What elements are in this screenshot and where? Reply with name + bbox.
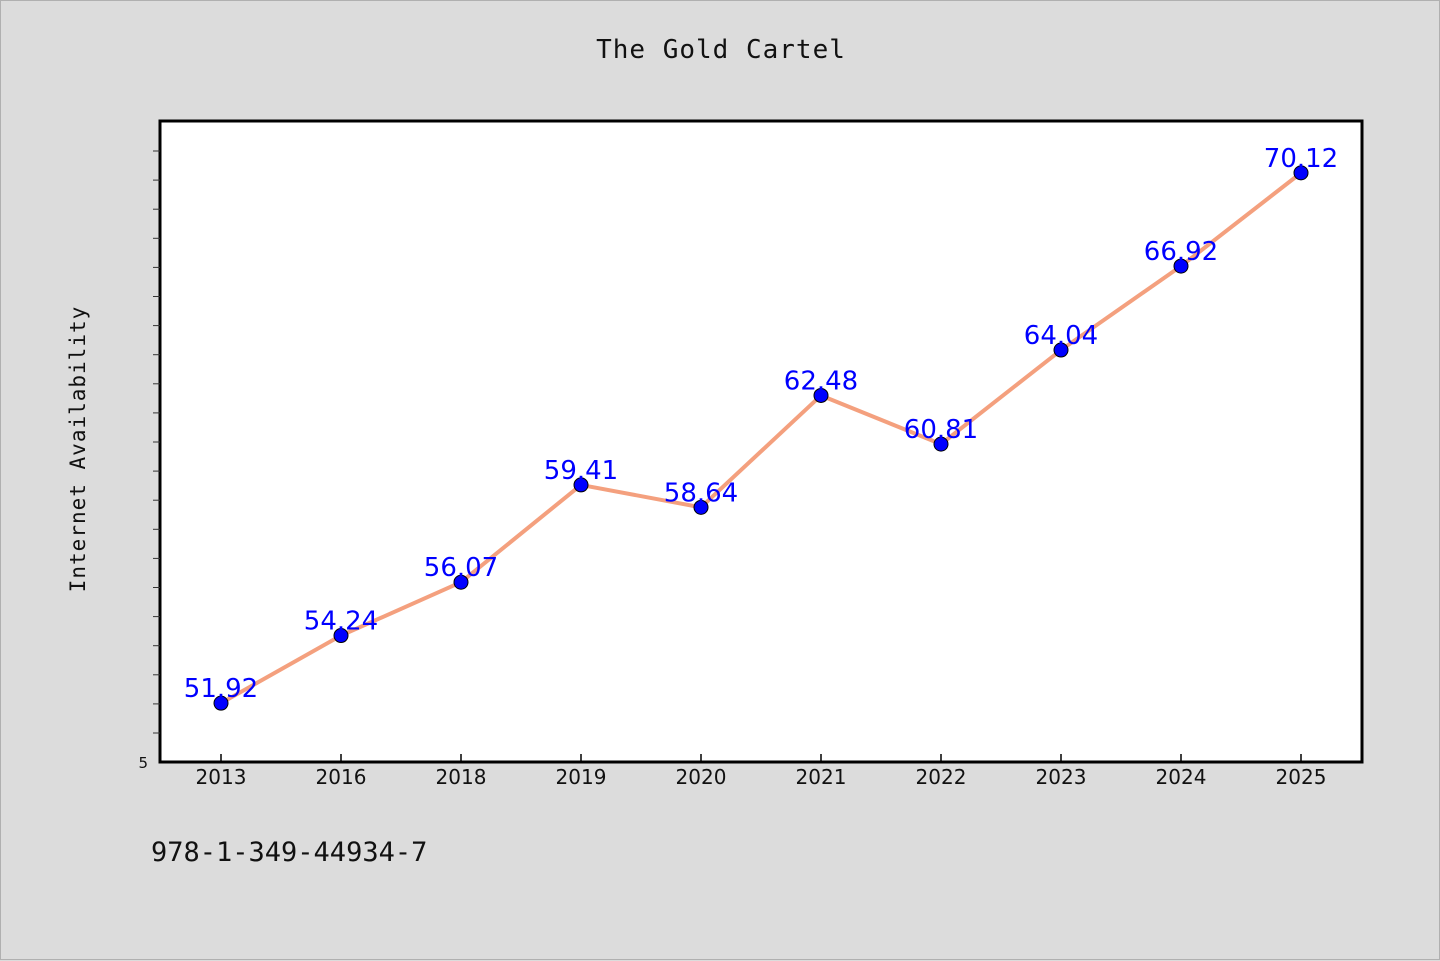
x-tick-label: 2018	[436, 765, 487, 789]
data-label: 70.12	[1264, 144, 1338, 174]
x-tick-label: 2023	[1036, 765, 1087, 789]
data-label: 59.41	[544, 456, 618, 486]
data-label: 54.24	[304, 607, 378, 637]
x-tick-label: 2021	[796, 765, 847, 789]
x-tick-label: 2022	[916, 765, 967, 789]
data-point	[573, 477, 589, 493]
x-tick-label: 2019	[556, 765, 607, 789]
data-label: 62.48	[784, 366, 858, 396]
x-tick-label: 2020	[676, 765, 727, 789]
data-point	[1173, 258, 1189, 274]
data-label: 56.07	[424, 553, 498, 583]
data-label: 66.92	[1144, 237, 1218, 267]
series-line	[220, 171, 1303, 705]
x-tick-label: 2025	[1276, 765, 1327, 789]
data-label: 58.64	[664, 478, 738, 508]
y-tick-label: 5	[138, 754, 148, 772]
plot-area	[158, 119, 1364, 764]
data-point	[1293, 165, 1309, 181]
x-tick-label: 2016	[316, 765, 367, 789]
data-point	[333, 628, 349, 644]
data-point	[213, 695, 229, 711]
x-tick-label: 2024	[1156, 765, 1207, 789]
data-point	[933, 436, 949, 452]
data-point	[1053, 342, 1069, 358]
isbn-footer: 978-1-349-44934-7	[151, 837, 428, 868]
data-label: 60.81	[904, 415, 978, 445]
x-tick-label: 2013	[196, 765, 247, 789]
chart-title: The Gold Cartel	[596, 35, 846, 65]
data-point	[813, 387, 829, 403]
data-point	[693, 499, 709, 515]
data-label: 51.92	[184, 674, 258, 704]
data-point	[453, 574, 469, 590]
data-label: 64.04	[1024, 321, 1098, 351]
